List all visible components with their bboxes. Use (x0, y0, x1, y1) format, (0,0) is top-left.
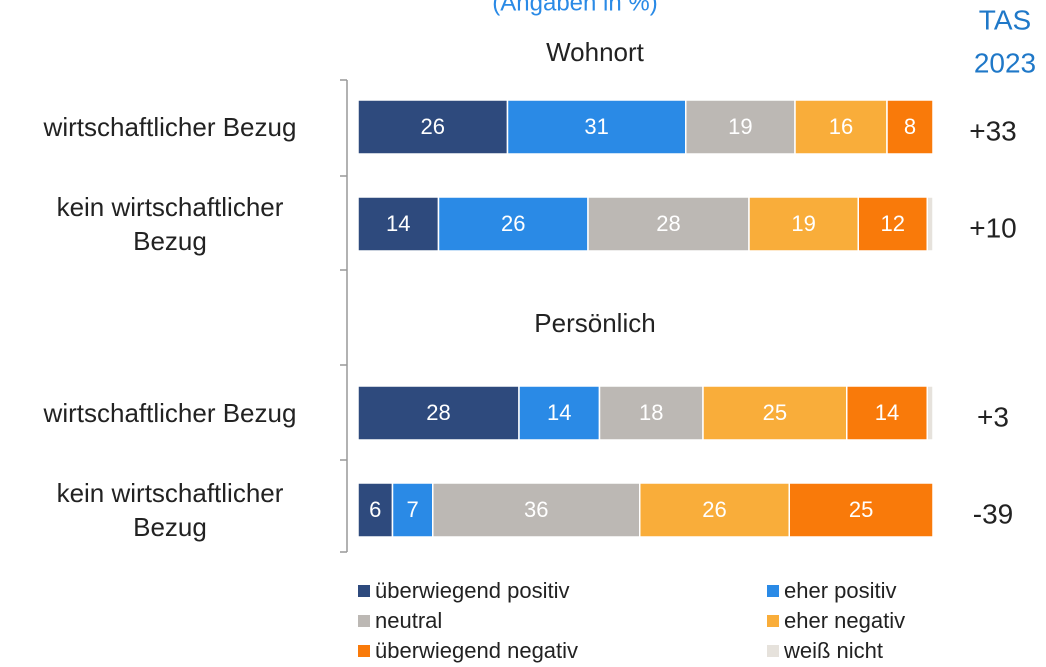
bar-segment (685, 99, 796, 155)
bar-segment (639, 482, 790, 538)
bar-segment (391, 482, 434, 538)
data-label: 19 (728, 114, 752, 139)
category-label: kein wirtschaftlicher Bezug (56, 192, 284, 256)
data-label: 16 (829, 114, 853, 139)
bar-segment (926, 385, 934, 441)
legend-swatch (767, 585, 779, 597)
balance-label: -39 (973, 498, 1013, 529)
data-label: 36 (524, 497, 548, 522)
category-label: kein wirtschaftlicher Bezug (56, 478, 284, 542)
balance-label: +10 (969, 212, 1017, 243)
legend-swatch (358, 645, 370, 657)
data-label: 26 (421, 114, 445, 139)
bar-segment (357, 385, 520, 441)
data-label: 6 (369, 497, 381, 522)
bar-segment (748, 196, 859, 252)
data-label: 18 (639, 400, 663, 425)
bar-segment (506, 99, 687, 155)
legend-swatch (767, 615, 779, 627)
legend-label: neutral (375, 608, 442, 633)
bar-segment (357, 99, 509, 155)
balance-title: TAS (979, 4, 1031, 35)
category-label: wirtschaftlicher Bezug (43, 112, 297, 142)
legend-label: eher negativ (784, 608, 905, 633)
data-label: 28 (656, 211, 680, 236)
bar-segment (926, 196, 934, 252)
data-label: 26 (702, 497, 726, 522)
category-label: wirtschaftlicher Bezug (43, 398, 297, 428)
data-label: 28 (426, 400, 450, 425)
group-header: Wohnort (546, 37, 645, 67)
data-label: 12 (881, 211, 905, 236)
legend-label: weiß nicht (783, 638, 883, 663)
legend-swatch (767, 645, 779, 657)
data-label: 19 (791, 211, 815, 236)
data-label: 31 (584, 114, 608, 139)
data-label: 26 (501, 211, 525, 236)
data-label: 25 (849, 497, 873, 522)
subtitle: (Angaben in %) (492, 0, 657, 16)
legend-swatch (358, 585, 370, 597)
bar-segment (702, 385, 848, 441)
legend-swatch (358, 615, 370, 627)
bar-segment (886, 99, 934, 155)
balance-label: +33 (969, 115, 1017, 146)
balance-label: +3 (977, 401, 1009, 432)
bar-segment (357, 482, 394, 538)
bar-segment (788, 482, 934, 538)
data-label: 25 (763, 400, 787, 425)
data-label: 8 (904, 114, 916, 139)
axis (340, 79, 348, 553)
bar-segment (794, 99, 888, 155)
legend-label: überwiegend negativ (375, 638, 578, 663)
group-header: Persönlich (534, 308, 655, 338)
legend-label: eher positiv (784, 578, 897, 603)
bar-segment (357, 196, 440, 252)
legend-label: überwiegend positiv (375, 578, 569, 603)
bar-segment (598, 385, 704, 441)
balance-title: 2023 (974, 47, 1036, 78)
data-label: 14 (547, 400, 571, 425)
data-label: 7 (407, 497, 419, 522)
data-label: 14 (875, 400, 899, 425)
data-label: 14 (386, 211, 410, 236)
